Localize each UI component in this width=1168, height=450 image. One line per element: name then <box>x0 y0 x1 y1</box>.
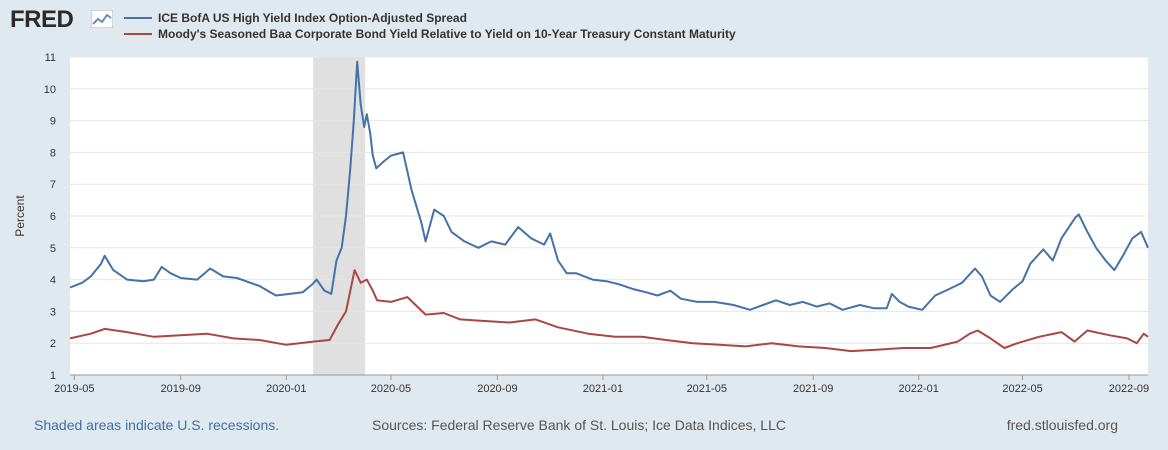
y-tick-label-10: 10 <box>44 84 56 96</box>
legend-label-baa: Moody's Seasoned Baa Corporate Bond Yiel… <box>158 27 736 41</box>
site-link[interactable]: fred.stlouisfed.org <box>1006 417 1118 433</box>
x-tick-label-2022-01: 2022-01 <box>899 383 939 395</box>
y-tick-label-4: 4 <box>50 275 56 287</box>
legend-label-high-yield: ICE BofA US High Yield Index Option-Adju… <box>158 11 467 25</box>
y-tick-label-11: 11 <box>45 52 56 64</box>
y-tick-label-6: 6 <box>50 211 56 223</box>
fred-logo[interactable]: FRED <box>10 6 74 33</box>
x-tick-label-2020-09: 2020-09 <box>477 383 517 395</box>
fred-chart-logo-icon <box>91 10 113 28</box>
x-tick-label-2020-05: 2020-05 <box>371 383 411 395</box>
y-tick-label-8: 8 <box>50 147 56 159</box>
series-layer <box>69 60 1149 353</box>
legend: ICE BofA US High Yield Index Option-Adju… <box>124 11 736 41</box>
y-tick-label-5: 5 <box>50 243 56 255</box>
sources-text: Sources: Federal Reserve Bank of St. Lou… <box>372 417 786 433</box>
y-tick-label-1: 1 <box>50 370 56 382</box>
recession-note[interactable]: Shaded areas indicate U.S. recessions. <box>34 417 280 433</box>
y-tick-label-3: 3 <box>50 306 56 318</box>
x-tick-label-2021-01: 2021-01 <box>583 383 623 395</box>
x-tick-label-2020-01: 2020-01 <box>266 383 306 395</box>
chart: 1 2 3 4 5 6 7 8 9 10 11 2019-05 2019-09 2020-01 2020-0… <box>13 11 1149 395</box>
x-tick-label-2021-09: 2021-09 <box>793 383 833 395</box>
x-tick-label-2019-09: 2019-09 <box>161 383 201 395</box>
axis-layer: 1 2 3 4 5 6 7 8 9 10 11 2019-05 2019-09 2020-01 2020-0… <box>44 52 1149 395</box>
series-line-0 <box>69 60 1149 311</box>
y-tick-label-9: 9 <box>50 116 56 128</box>
x-tick-label-2022-05: 2022-05 <box>1002 383 1042 395</box>
y-tick-label-2: 2 <box>50 338 56 350</box>
x-tick-label-2021-05: 2021-05 <box>687 383 727 395</box>
x-tick-label-2019-05: 2019-05 <box>54 383 94 395</box>
y-tick-label-7: 7 <box>50 179 56 191</box>
x-tick-label-2022-09: 2022-09 <box>1109 383 1149 395</box>
y-axis-title: Percent <box>13 195 27 237</box>
series-line-1 <box>69 269 1149 353</box>
